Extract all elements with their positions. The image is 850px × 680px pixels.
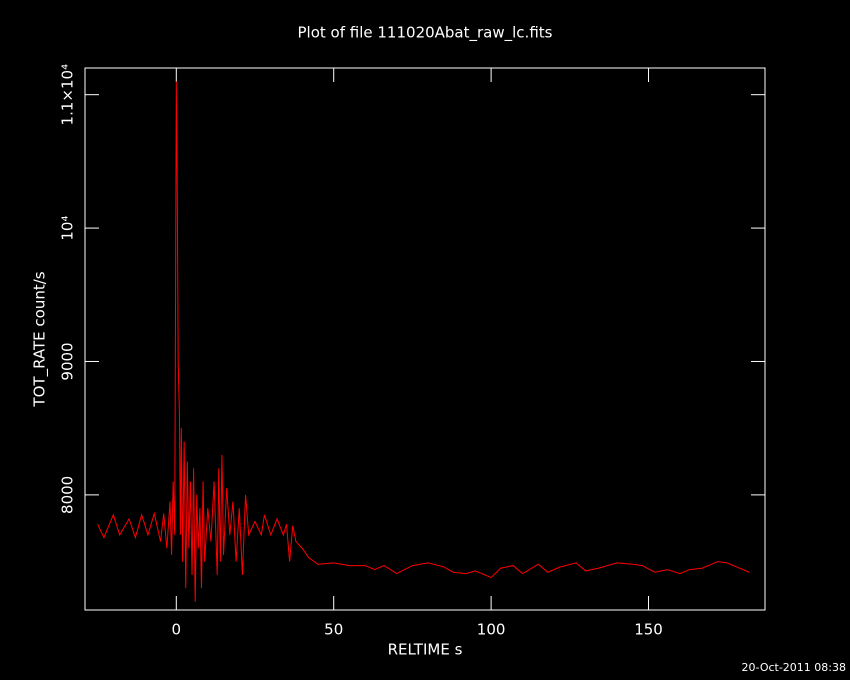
x-axis-label: RELTIME s <box>388 641 463 659</box>
y-tick-label: 9000 <box>59 342 77 380</box>
x-tick-label: 50 <box>324 621 343 639</box>
x-tick-label: 0 <box>172 621 182 639</box>
timestamp: 20-Oct-2011 08:38 <box>742 661 846 674</box>
y-tick-label: 8000 <box>59 476 77 514</box>
x-tick-label: 150 <box>634 621 663 639</box>
chart-title: Plot of file 111020Abat_raw_lc.fits <box>298 24 553 43</box>
data-line <box>97 81 750 602</box>
plot-frame <box>84 67 766 611</box>
y-axis-label: TOT_RATE count/s <box>31 271 50 407</box>
y-tick-label: 1.1×10⁴ <box>59 64 77 126</box>
y-tick-label: 10⁴ <box>59 216 77 241</box>
x-tick-label: 100 <box>477 621 506 639</box>
